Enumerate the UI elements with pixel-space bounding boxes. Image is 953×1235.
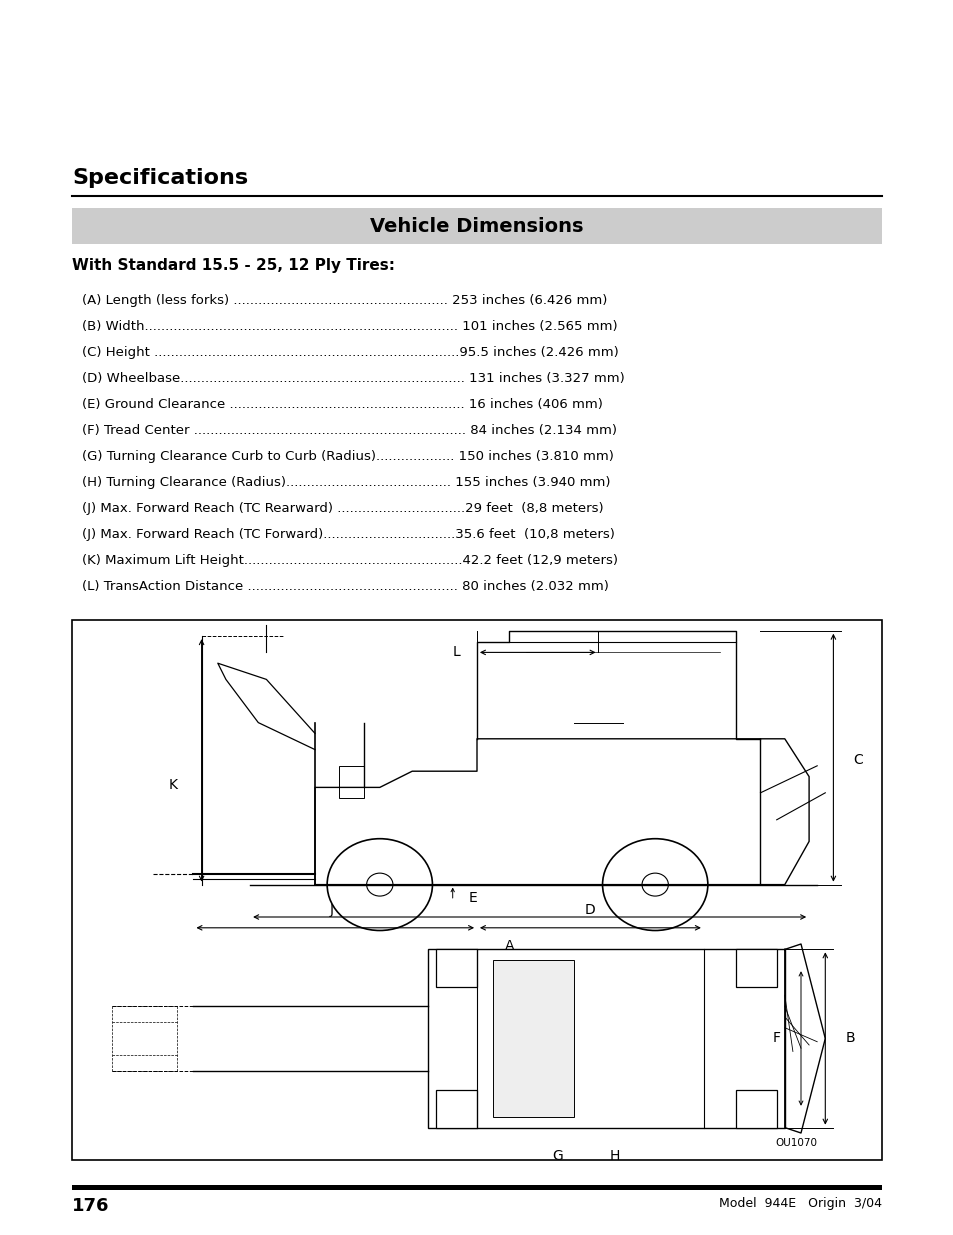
Text: A: A (504, 939, 514, 952)
Text: (E) Ground Clearance ......................................................... 1: (E) Ground Clearance ...................… (82, 398, 602, 411)
Text: B: B (844, 1031, 854, 1046)
Bar (736, 1089, 776, 1128)
Text: (B) Width.......................................................................: (B) Width...............................… (82, 320, 617, 333)
Ellipse shape (366, 873, 393, 897)
Text: (G) Turning Clearance Curb to Curb (Radius)................... 150 inches (3.810: (G) Turning Clearance Curb to Curb (Radi… (82, 450, 613, 463)
Text: L: L (453, 646, 460, 659)
Text: (F) Tread Center ...............................................................: (F) Tread Center .......................… (82, 424, 617, 437)
Text: G: G (552, 1150, 563, 1163)
Text: Specifications: Specifications (71, 168, 248, 188)
Bar (493, 960, 574, 1116)
Bar (428, 950, 784, 1128)
Text: K: K (168, 778, 177, 792)
Ellipse shape (327, 839, 432, 930)
Text: (A) Length (less forks) .................................................... 253: (A) Length (less forks) ................… (82, 294, 607, 308)
Text: Model  944E   Origin  3/04: Model 944E Origin 3/04 (719, 1197, 882, 1210)
Ellipse shape (641, 873, 668, 897)
Text: Vehicle Dimensions: Vehicle Dimensions (370, 216, 583, 236)
Bar (339, 766, 363, 798)
Text: (D) Wheelbase...................................................................: (D) Wheelbase...........................… (82, 372, 624, 385)
Text: (K) Maximum Lift Height.....................................................42.2: (K) Maximum Lift Height.................… (82, 555, 618, 567)
Text: 176: 176 (71, 1197, 110, 1215)
Text: (J) Max. Forward Reach (TC Rearward) ...............................29 feet  (8,: (J) Max. Forward Reach (TC Rearward) ...… (82, 501, 603, 515)
Bar (436, 1089, 476, 1128)
Text: J: J (329, 903, 333, 918)
Text: OU1070: OU1070 (775, 1139, 817, 1149)
Ellipse shape (602, 839, 707, 930)
Text: (C) Height .....................................................................: (C) Height .............................… (82, 346, 618, 359)
Bar (736, 950, 776, 987)
Text: D: D (584, 903, 596, 918)
Text: (J) Max. Forward Reach (TC Forward)................................35.6 feet  (1: (J) Max. Forward Reach (TC Forward).....… (82, 529, 615, 541)
Bar (71, 620, 882, 1160)
Bar (71, 207, 882, 245)
Text: C: C (853, 753, 862, 767)
Text: With Standard 15.5 - 25, 12 Ply Tires:: With Standard 15.5 - 25, 12 Ply Tires: (71, 258, 395, 273)
Text: F: F (772, 1031, 780, 1046)
Text: E: E (469, 892, 477, 905)
Text: H: H (609, 1150, 619, 1163)
Bar (436, 950, 476, 987)
Text: (H) Turning Clearance (Radius)........................................ 155 inche: (H) Turning Clearance (Radius)..........… (82, 475, 610, 489)
Text: (L) TransAction Distance ................................................... 80 : (L) TransAction Distance ...............… (82, 580, 608, 593)
Bar (71, 1186, 882, 1191)
